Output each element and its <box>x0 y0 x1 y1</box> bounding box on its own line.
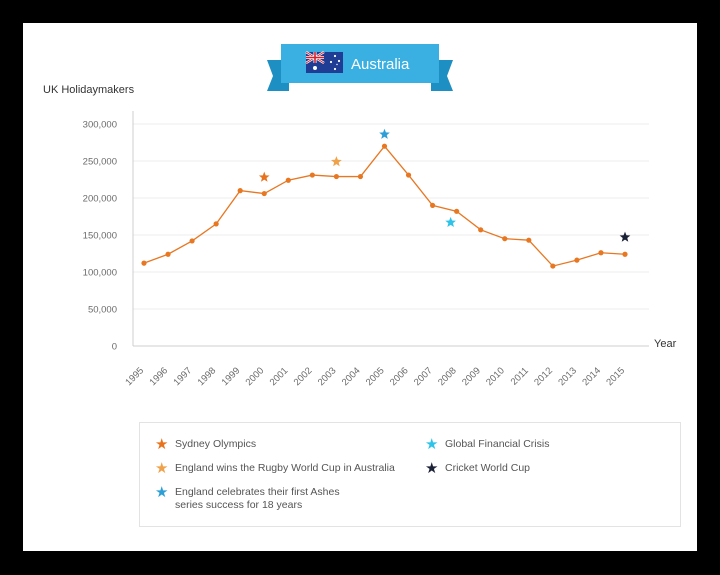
x-axis-label: Year <box>654 338 677 350</box>
data-point <box>309 172 315 178</box>
star-icon: ★ <box>425 460 439 477</box>
x-tick-label: 1998 <box>196 365 219 388</box>
legend-label: England wins the Rugby World Cup in Aust… <box>175 462 395 474</box>
y-tick-label: 250,000 <box>83 157 117 168</box>
chart-card: Australia UK Holidaymakers Year 0 50,000 1… <box>23 23 697 551</box>
x-tick-label: 2009 <box>460 365 483 388</box>
y-tick-label: 150,000 <box>83 231 117 242</box>
event-star-icon <box>619 231 631 242</box>
x-tick-label: 2006 <box>388 365 411 388</box>
data-point <box>333 173 339 180</box>
data-point <box>237 188 243 194</box>
series-line <box>143 145 626 267</box>
data-point <box>550 263 556 269</box>
x-tick-label: 2000 <box>244 365 267 388</box>
y-axis-label: UK Holidaymakers <box>43 84 135 96</box>
legend-item-sydney-olympics: ★ Sydney Olympics <box>155 436 257 453</box>
event-star-icon <box>331 156 342 167</box>
series-uk-holidaymakers <box>141 143 628 269</box>
data-point <box>213 221 219 227</box>
australia-flag-icon <box>305 50 343 73</box>
legend: ★ Sydney Olympics ★ England wins the Rug… <box>139 422 681 527</box>
x-tick-label: 2007 <box>412 365 435 388</box>
x-tick-label: 2012 <box>532 365 555 388</box>
x-tick-label: 2013 <box>556 365 579 388</box>
data-point <box>574 257 580 263</box>
legend-label: Cricket World Cup <box>445 462 530 474</box>
data-point <box>598 250 604 256</box>
chart: Australia UK Holidaymakers Year 0 50,000 1… <box>43 44 677 388</box>
y-tick-label: 0 <box>112 342 117 353</box>
legend-item-ashes: ★ England celebrates their first Ashes s… <box>155 484 340 512</box>
data-point <box>502 236 508 242</box>
x-tick-label: 1995 <box>123 365 146 388</box>
x-tick-label: 2011 <box>509 365 531 387</box>
x-tick-label: 2001 <box>268 365 291 388</box>
x-tick-label: 2014 <box>580 365 603 388</box>
title-banner: Australia <box>267 44 453 91</box>
legend-item-financial-crisis: ★ Global Financial Crisis <box>425 436 550 453</box>
event-star-icon <box>258 171 270 182</box>
y-tick-label: 50,000 <box>88 305 117 316</box>
x-tick-label: 2005 <box>364 365 387 388</box>
data-point <box>189 238 195 244</box>
star-icon: ★ <box>155 484 169 501</box>
legend-label: Sydney Olympics <box>175 438 257 450</box>
x-tick-label: 2002 <box>292 365 315 388</box>
y-axis-ticks: 0 50,000 100,000 150,000 200,000 250,000 300,0… <box>83 120 117 353</box>
star-icon: ★ <box>425 436 439 453</box>
legend-item-cricket-world-cup: ★ Cricket World Cup <box>425 460 530 477</box>
y-tick-label: 300,000 <box>83 120 117 131</box>
grid <box>133 123 649 310</box>
data-point <box>285 177 291 183</box>
x-tick-label: 2008 <box>436 365 459 388</box>
data-point <box>526 237 532 243</box>
x-tick-label: 2004 <box>340 365 363 388</box>
data-point <box>430 202 436 208</box>
data-point <box>165 251 171 257</box>
data-point <box>405 172 412 178</box>
x-tick-label: 2010 <box>484 365 507 388</box>
x-tick-label: 2003 <box>316 365 339 388</box>
x-axis-ticks: 1995 1996 1997 1998 1999 2000 2001 2002 2003 2004… <box>123 365 627 388</box>
x-tick-label: 1997 <box>171 365 194 388</box>
y-tick-label: 100,000 <box>83 268 117 279</box>
data-point <box>478 227 484 233</box>
event-star-icon <box>445 216 456 227</box>
data-point <box>454 208 460 214</box>
chart-title: Australia <box>351 56 410 73</box>
data-point <box>261 190 267 197</box>
data-point <box>381 143 388 149</box>
data-point <box>357 173 364 180</box>
legend-label: England celebrates their first Ashes <box>175 486 340 498</box>
x-tick-label: 1996 <box>147 365 170 388</box>
legend-label: series success for 18 years <box>175 499 303 511</box>
x-tick-label: 1999 <box>220 365 243 388</box>
data-point <box>141 260 147 266</box>
y-tick-label: 200,000 <box>83 194 117 205</box>
legend-label: Global Financial Crisis <box>445 438 550 450</box>
star-icon: ★ <box>155 460 169 477</box>
data-point <box>622 251 628 257</box>
x-tick-label: 2015 <box>604 365 627 388</box>
event-star-icon <box>379 128 390 139</box>
event-markers <box>258 128 631 242</box>
legend-item-rugby-world-cup: ★ England wins the Rugby World Cup in Au… <box>155 460 395 477</box>
star-icon: ★ <box>155 436 169 453</box>
